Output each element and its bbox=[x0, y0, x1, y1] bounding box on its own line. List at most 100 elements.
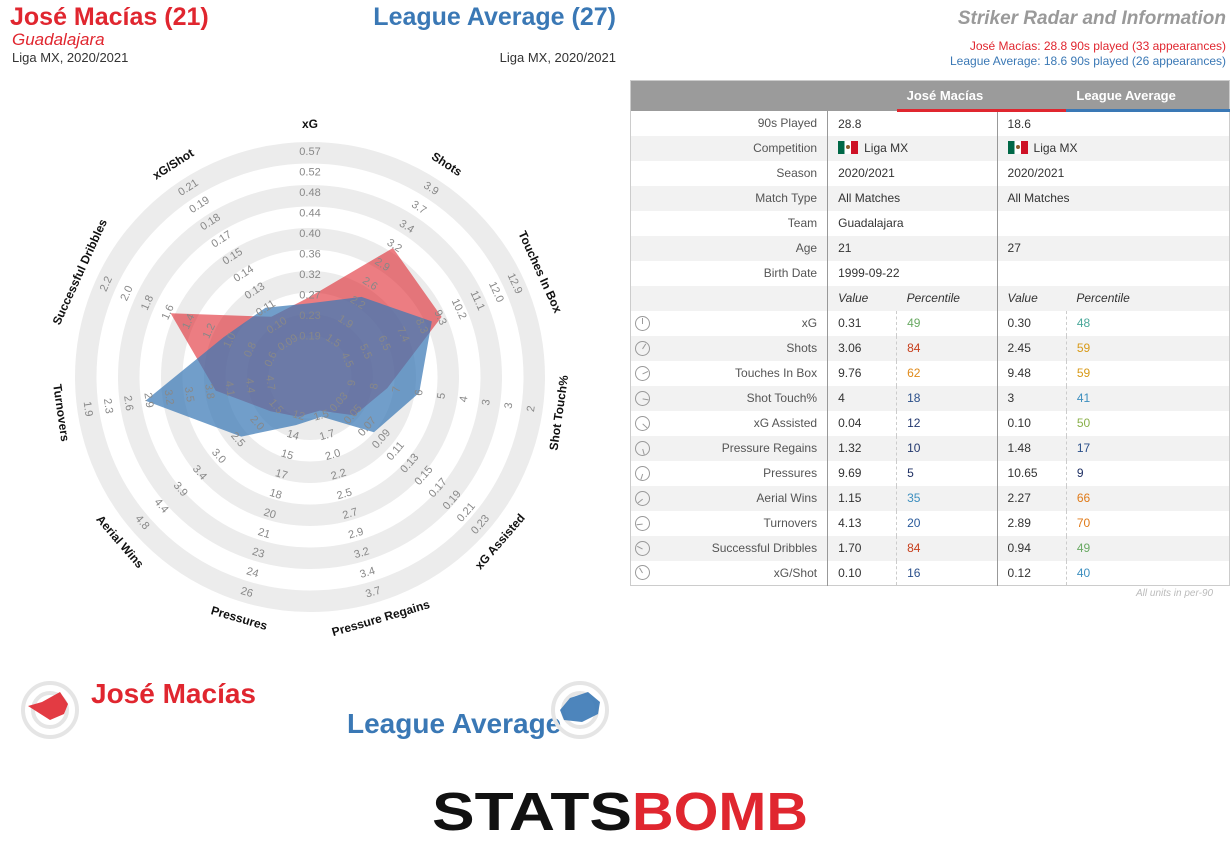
player1-value: Guadalajara bbox=[827, 210, 998, 236]
table-row: Age 21 27 bbox=[630, 235, 1230, 261]
stat-clock-icon bbox=[635, 490, 650, 506]
radar-tick-label: 1.8 bbox=[139, 293, 156, 312]
player1-stat-value: 4 bbox=[827, 385, 898, 411]
radar-axis-label: xG bbox=[302, 117, 318, 131]
radar-title: Striker Radar and Information bbox=[957, 8, 1226, 29]
radar-series-2 bbox=[145, 296, 432, 437]
radar-tick-label: 7 bbox=[391, 386, 404, 394]
player1-stat-value: 0.31 bbox=[827, 310, 898, 336]
radar-tick-label: 1.5 bbox=[312, 408, 330, 424]
radar-tick-label: 0.27 bbox=[299, 289, 320, 301]
radar-tick-label: 3.7 bbox=[364, 585, 382, 601]
stat-icon-cell bbox=[631, 511, 657, 536]
percentile-header: Percentile bbox=[896, 285, 998, 311]
player2-percentile: 70 bbox=[1076, 516, 1091, 530]
stat-row: Shot Touch% 4 18 3 41 bbox=[630, 385, 1230, 411]
player2-percentile: 59 bbox=[1066, 335, 1230, 361]
player2-percentile: 41 bbox=[1066, 385, 1230, 411]
stat-icon-cell bbox=[630, 535, 657, 561]
stat-row: Pressures 9.69 5 10.65 9 bbox=[631, 460, 1230, 486]
stat-label: Pressures bbox=[656, 460, 829, 486]
table-row: Season 2020/2021 2020/2021 bbox=[630, 160, 1230, 186]
radar-tick-label: 0.44 bbox=[299, 208, 320, 220]
player1-percentile: 16 bbox=[896, 560, 998, 586]
stat-label: xG/Shot bbox=[656, 560, 829, 586]
table-row: Team Guadalajara bbox=[630, 210, 1230, 236]
player2-stat-value: 2.27 bbox=[997, 485, 1067, 511]
stat-icon-cell bbox=[630, 335, 657, 361]
player2-value: 18.6 bbox=[1007, 116, 1031, 131]
player2-value: Liga MX bbox=[997, 135, 1230, 161]
stat-label: Shots bbox=[656, 335, 829, 361]
stat-icon-cell bbox=[631, 361, 657, 386]
player1-stat-value: 0.04 bbox=[827, 410, 898, 436]
percentile-header: Percentile bbox=[1066, 285, 1230, 311]
player1-stat-value: 3.06 bbox=[827, 335, 898, 361]
radar-chart: 0.19 0.23 0.27 0.32 0.36 0.40 0.44 0.48 0.52 0.57… bbox=[50, 117, 572, 639]
radar-tick-label: 23 bbox=[251, 546, 266, 561]
player1-percentile: 18 bbox=[896, 385, 998, 411]
player1-percentile: 84 bbox=[896, 535, 998, 561]
row-label: 90s Played bbox=[630, 110, 829, 136]
stat-label: Turnovers bbox=[656, 510, 829, 536]
radar-tick-label: 2.9 bbox=[141, 392, 155, 409]
radar-tick-label: 1.9 bbox=[81, 401, 95, 418]
radar-tick-label: 3.8 bbox=[202, 383, 216, 400]
stat-clock-icon bbox=[635, 440, 650, 456]
radar-tick-label: 0.48 bbox=[299, 187, 320, 199]
stat-label: xG bbox=[656, 310, 829, 336]
stat-icon-cell bbox=[630, 385, 657, 411]
value-header: Value bbox=[997, 285, 1067, 311]
player2-percentile: 17 bbox=[1066, 435, 1230, 461]
table-row: Birth Date 1999-09-22 bbox=[630, 260, 1230, 286]
player1-legend-label: José Macías bbox=[91, 678, 256, 709]
player2-percentile: 59 bbox=[1076, 366, 1091, 380]
header-blank bbox=[630, 80, 657, 111]
units-note: All units in per-90 bbox=[1136, 588, 1214, 599]
row-label: Birth Date bbox=[630, 260, 829, 286]
player2-value: 27 bbox=[997, 235, 1230, 261]
player1-stat-value: 9.76 bbox=[827, 360, 898, 386]
stat-clock-icon bbox=[635, 515, 650, 531]
radar-tick-label: 15 bbox=[280, 448, 295, 463]
radar-tick-label: 1.0 bbox=[221, 331, 238, 350]
player2-percentile: 49 bbox=[1066, 535, 1230, 561]
radar-ring bbox=[75, 142, 545, 612]
radar-tick-label: 0.52 bbox=[299, 167, 320, 179]
row-label: Match Type bbox=[630, 185, 829, 211]
player2-played: League Average: 18.6 90s played (26 appe… bbox=[950, 54, 1226, 68]
radar-tick-label: 26 bbox=[239, 585, 254, 600]
stat-icon-cell bbox=[631, 411, 657, 436]
player1-value: 1999-09-22 bbox=[827, 260, 998, 286]
player2-percentile: 50 bbox=[1076, 416, 1091, 430]
radar-tick-label: 4.1 bbox=[222, 380, 236, 397]
radar-tick-label: 0.23 bbox=[299, 310, 320, 322]
stat-row: Pressure Regains 1.32 10 1.48 17 bbox=[630, 435, 1230, 461]
player2-legend-label: League Average bbox=[347, 708, 562, 739]
stat-row: xG/Shot 0.10 16 0.12 40 bbox=[631, 560, 1230, 586]
radar-tick-label: 2.9 bbox=[347, 526, 365, 542]
table-row: 90s Played 28.8 18.6 bbox=[630, 110, 1230, 136]
stat-row: Successful Dribbles 1.70 84 0.94 49 bbox=[630, 535, 1230, 561]
stat-label: Shot Touch% bbox=[656, 385, 829, 411]
player2-stat-value: 0.94 bbox=[997, 535, 1067, 561]
stat-row: Shots 3.06 84 2.45 59 bbox=[630, 335, 1230, 361]
player2-value bbox=[997, 261, 1229, 286]
radar-tick-label: 3.5 bbox=[182, 386, 196, 403]
radar-tick-label: 3.2 bbox=[162, 389, 176, 406]
radar-tick-label: 2.0 bbox=[118, 284, 135, 303]
player2-value: All Matches bbox=[997, 185, 1230, 211]
radar-tick-label: 24 bbox=[245, 565, 260, 580]
radar-tick-label: 0.57 bbox=[299, 146, 320, 158]
svg-text:BOMB: BOMB bbox=[632, 782, 808, 840]
radar-tick-label: 2 bbox=[525, 405, 538, 413]
radar-tick-label: 8.3 bbox=[413, 317, 430, 336]
radar-tick-label: 7.4 bbox=[394, 325, 411, 344]
row-label: Competition bbox=[630, 135, 829, 161]
stat-label: xG Assisted bbox=[656, 410, 829, 436]
stat-label: Pressure Regains bbox=[656, 435, 829, 461]
radar-tick-label: 2.5 bbox=[335, 486, 353, 502]
radar-tick-label: 0.8 bbox=[242, 340, 259, 359]
player2-competition: Liga MX, 2020/2021 bbox=[499, 50, 616, 65]
stat-icon-cell bbox=[631, 311, 657, 336]
